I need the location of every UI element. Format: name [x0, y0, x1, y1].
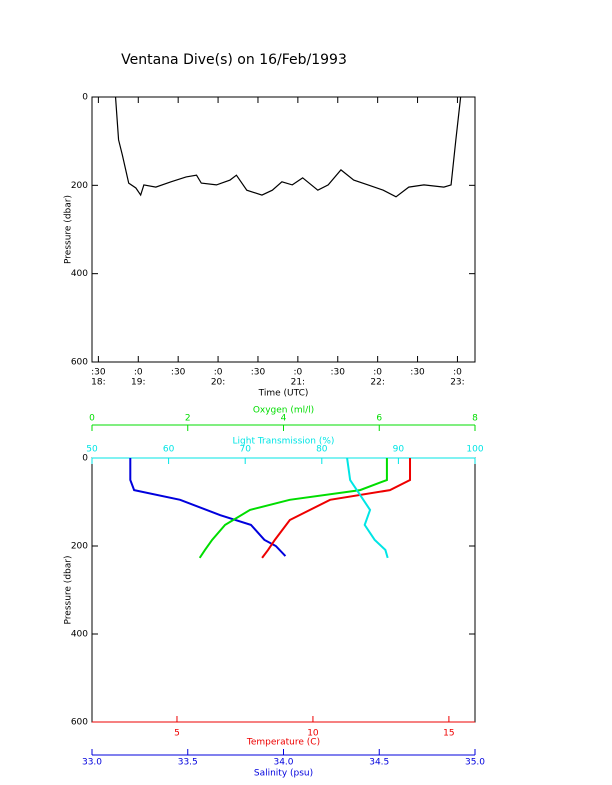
- x-tick-label: :0: [453, 368, 462, 378]
- x-tick-label: :30: [251, 368, 266, 378]
- x-hour-label: 18:: [91, 378, 105, 388]
- plot-frame: [91, 96, 476, 363]
- x-tick-label: 33.5: [178, 758, 198, 768]
- profile-line: [261, 458, 412, 559]
- x-hour-label: 19:: [131, 378, 145, 388]
- x-tick-label: 35.0: [465, 758, 485, 768]
- x-tick-label: :0: [293, 368, 302, 378]
- x-axis-label: Temperature (C): [246, 738, 320, 748]
- y-tick-label: 200: [71, 542, 88, 552]
- x-tick-label: 4: [281, 414, 287, 424]
- x-tick-label: 90: [393, 445, 405, 455]
- x-axis-label: Time (UTC): [258, 389, 309, 399]
- y-axis-label: Pressure (dbar): [64, 556, 74, 625]
- x-tick-label: :30: [331, 368, 346, 378]
- x-tick-label: 8: [472, 414, 478, 424]
- y-tick-label: 600: [71, 718, 88, 728]
- x-tick-label: 6: [376, 414, 382, 424]
- y-tick-label: 600: [71, 358, 88, 368]
- y-tick-label: 0: [82, 93, 88, 103]
- x-tick-label: 100: [466, 445, 483, 455]
- y-tick-label: 400: [71, 630, 88, 640]
- x-tick-label: 34.5: [369, 758, 389, 768]
- x-tick-label: 0: [89, 414, 95, 424]
- profile-line: [198, 458, 388, 559]
- x-axis-label: Oxygen (ml/l): [253, 406, 314, 416]
- x-tick-label: 10: [307, 729, 319, 739]
- x-tick-label: :30: [91, 368, 106, 378]
- x-axis-label: Light Transmission (%): [233, 437, 335, 447]
- x-tick-label: 15: [443, 729, 454, 739]
- chart-title: Ventana Dive(s) on 16/Feb/1993: [121, 52, 347, 68]
- x-hour-label: 22:: [370, 378, 384, 388]
- y-tick-label: 0: [82, 454, 88, 464]
- x-axis-label: Salinity (psu): [254, 769, 313, 779]
- x-tick-label: :0: [134, 368, 143, 378]
- x-tick-label: 70: [239, 445, 251, 455]
- x-tick-label: :0: [214, 368, 223, 378]
- x-tick-label: 50: [86, 445, 98, 455]
- x-tick-label: 80: [316, 445, 328, 455]
- plot-frame: [91, 457, 476, 723]
- y-axis-label: Pressure (dbar): [64, 195, 74, 264]
- profile-line: [346, 457, 389, 559]
- x-tick-label: 34.0: [273, 758, 293, 768]
- x-hour-label: 23:: [450, 378, 464, 388]
- x-tick-label: :30: [410, 368, 425, 378]
- x-hour-label: 20:: [211, 378, 225, 388]
- y-tick-label: 400: [71, 269, 88, 279]
- x-tick-label: :30: [171, 368, 186, 378]
- y-tick-label: 200: [71, 181, 88, 191]
- dive-line: [114, 96, 462, 198]
- x-tick-label: :0: [373, 368, 382, 378]
- x-tick-label: 60: [163, 445, 175, 455]
- x-tick-label: 2: [185, 414, 191, 424]
- x-tick-label: 5: [174, 729, 180, 739]
- x-tick-label: 33.0: [82, 758, 102, 768]
- x-hour-label: 21:: [291, 378, 305, 388]
